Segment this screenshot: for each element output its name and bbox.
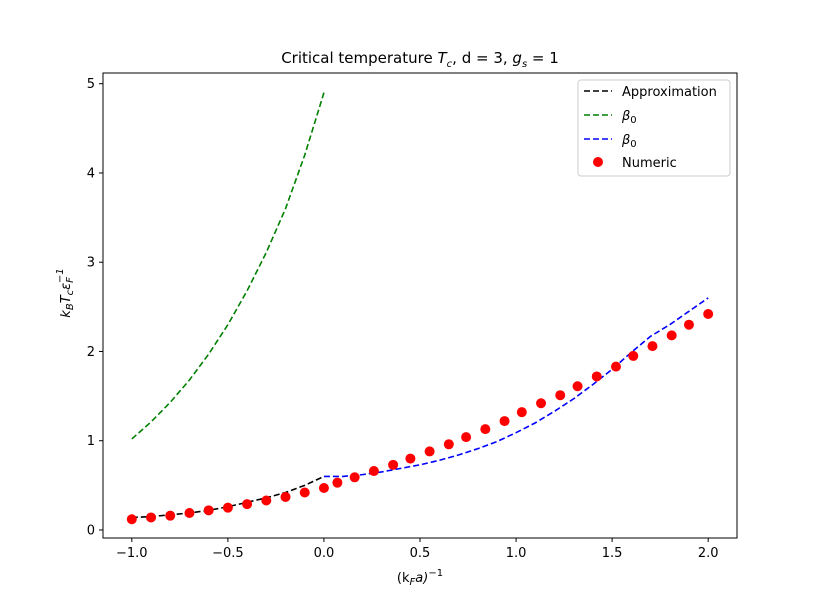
series-numeric-3-point-4 — [203, 505, 214, 516]
y-axis-label: kBTcεF−1 — [55, 268, 76, 317]
series-numeric-3-point-15 — [405, 453, 416, 464]
series-numeric-3-point-27 — [628, 350, 639, 361]
series-numeric-3-point-12 — [349, 472, 360, 483]
series-numeric-3-point-10 — [318, 483, 329, 494]
series-numeric-3-point-22 — [536, 398, 547, 409]
y-tick-label-1: 1 — [87, 434, 95, 449]
series-numeric-3-point-13 — [368, 466, 379, 477]
x-axis-label: (kFa)−1 — [397, 568, 443, 588]
y-tick-label-4: 4 — [87, 166, 95, 181]
series-numeric-3-point-26 — [610, 361, 621, 372]
legend-label-beta0-blue: β0 — [621, 133, 637, 150]
y-tick-label-0: 0 — [87, 523, 95, 538]
series-numeric-3-point-28 — [647, 341, 658, 352]
x-tick-label-2: 0.0 — [314, 546, 335, 561]
x-tick-label-5: 1.5 — [602, 546, 623, 561]
legend-label-numeric: Numeric — [622, 156, 677, 171]
series--0-1-line — [131, 92, 325, 440]
legend-label-beta0-green: β0 — [621, 109, 637, 126]
series-numeric-3-point-21 — [516, 407, 527, 418]
series-numeric-3-point-2 — [165, 510, 176, 521]
series-approximation-0-line — [131, 475, 325, 519]
series-numeric-3-point-9 — [299, 487, 310, 498]
series-numeric-3-point-19 — [480, 424, 491, 435]
x-tick-label-4: 1.0 — [506, 546, 527, 561]
series-numeric-3-point-11 — [332, 477, 343, 488]
legend-frame — [577, 79, 731, 177]
series-numeric-3-point-7 — [261, 495, 272, 506]
series-numeric-3-point-31 — [703, 308, 714, 319]
x-tick-label-6: 2.0 — [698, 546, 719, 561]
legend-label-approximation: Approximation — [622, 85, 717, 100]
axes: −1.0 −0.5 0.0 0.5 1.0 1.5 2.0 0 1 2 3 4 5 — [87, 72, 738, 561]
plot-area — [126, 92, 714, 525]
legend: Approximation β0 β0 Numeric — [577, 79, 731, 177]
series-numeric-3-point-3 — [184, 508, 195, 519]
series--0-2-line — [323, 297, 709, 478]
legend-swatch-numeric — [593, 157, 603, 167]
x-tick-label-1: −0.5 — [212, 546, 244, 561]
x-tick-label-0: −1.0 — [116, 546, 148, 561]
series-numeric-3-point-24 — [572, 381, 583, 392]
series-numeric-3-point-16 — [424, 446, 435, 457]
series-numeric-3-point-29 — [666, 330, 677, 341]
series-numeric-3-point-17 — [443, 439, 454, 450]
series-group — [126, 92, 714, 525]
series-numeric-3-point-20 — [499, 416, 510, 427]
x-tick-label-3: 0.5 — [410, 546, 431, 561]
chart-title: Critical temperature Tc, d = 3, gs = 1 — [281, 49, 559, 70]
series-numeric-3-point-18 — [461, 432, 472, 443]
y-tick-label-2: 2 — [87, 345, 95, 360]
series-numeric-3-point-0 — [126, 514, 137, 525]
series-numeric-3-point-5 — [222, 502, 233, 513]
series-numeric-3-point-8 — [280, 491, 291, 502]
series-numeric-3-point-30 — [683, 319, 694, 330]
series-numeric-3-point-1 — [146, 512, 157, 523]
y-tick-label-3: 3 — [87, 256, 95, 271]
series-numeric-3-point-6 — [242, 499, 253, 510]
series-numeric-3-point-25 — [591, 371, 602, 382]
y-tick-label-5: 5 — [87, 77, 95, 92]
series-numeric-3-point-14 — [388, 459, 399, 470]
series-numeric-3-point-23 — [555, 390, 566, 401]
